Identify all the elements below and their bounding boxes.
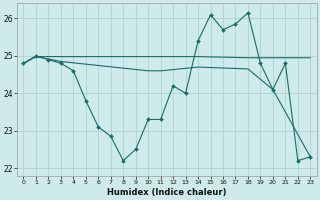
- X-axis label: Humidex (Indice chaleur): Humidex (Indice chaleur): [107, 188, 227, 197]
